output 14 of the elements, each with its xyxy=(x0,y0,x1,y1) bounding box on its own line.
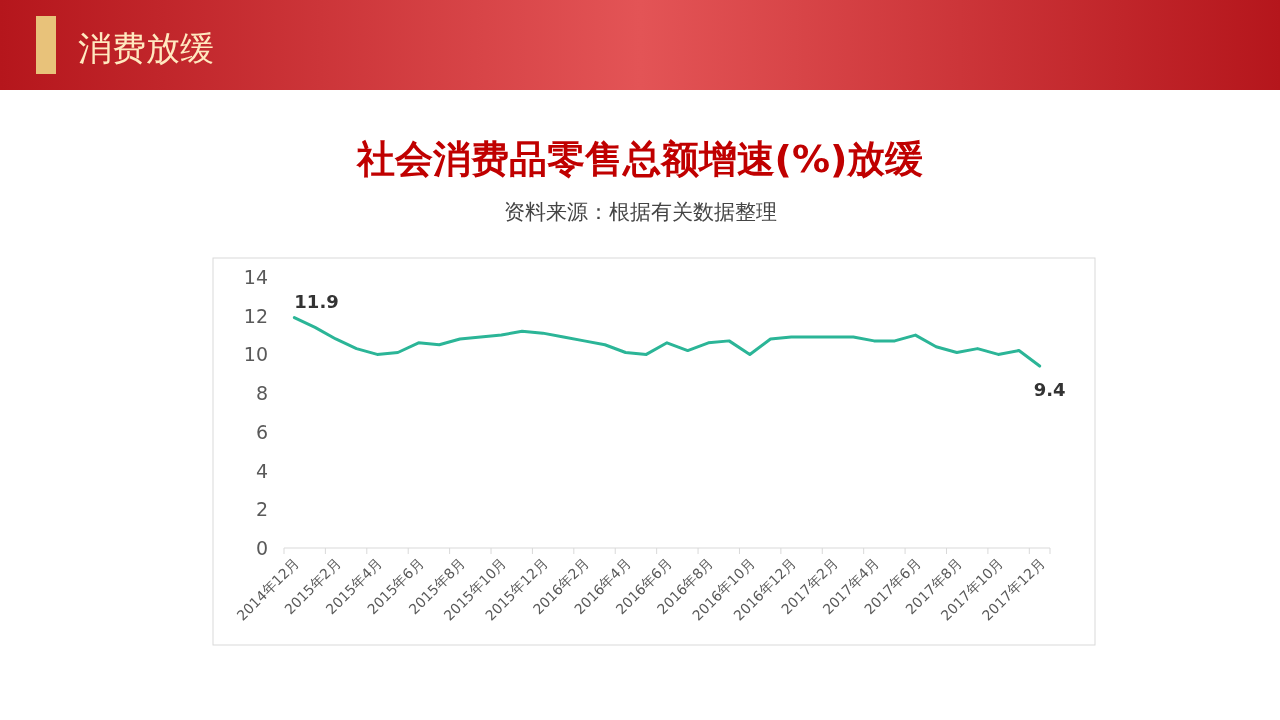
chart-subtitle: 资料来源：根据有关数据整理 xyxy=(503,200,777,224)
line-series xyxy=(292,316,1042,368)
y-tick-label: 10 xyxy=(243,343,268,366)
y-tick-label: 8 xyxy=(255,382,268,405)
y-tick-label: 6 xyxy=(255,420,268,443)
y-tick-label: 12 xyxy=(243,304,268,327)
text: 消费放缓 xyxy=(78,28,214,68)
y-tick-label: 0 xyxy=(255,537,268,559)
data-label: 11.9 xyxy=(294,290,339,312)
data-label: 9.4 xyxy=(1033,379,1066,401)
y-tick-label: 14 xyxy=(243,266,268,288)
y-tick-label: 2 xyxy=(255,498,268,521)
y-tick-label: 4 xyxy=(255,459,268,482)
chart-title: 社会消费品零售总额增速(%)放缓 xyxy=(355,137,924,181)
